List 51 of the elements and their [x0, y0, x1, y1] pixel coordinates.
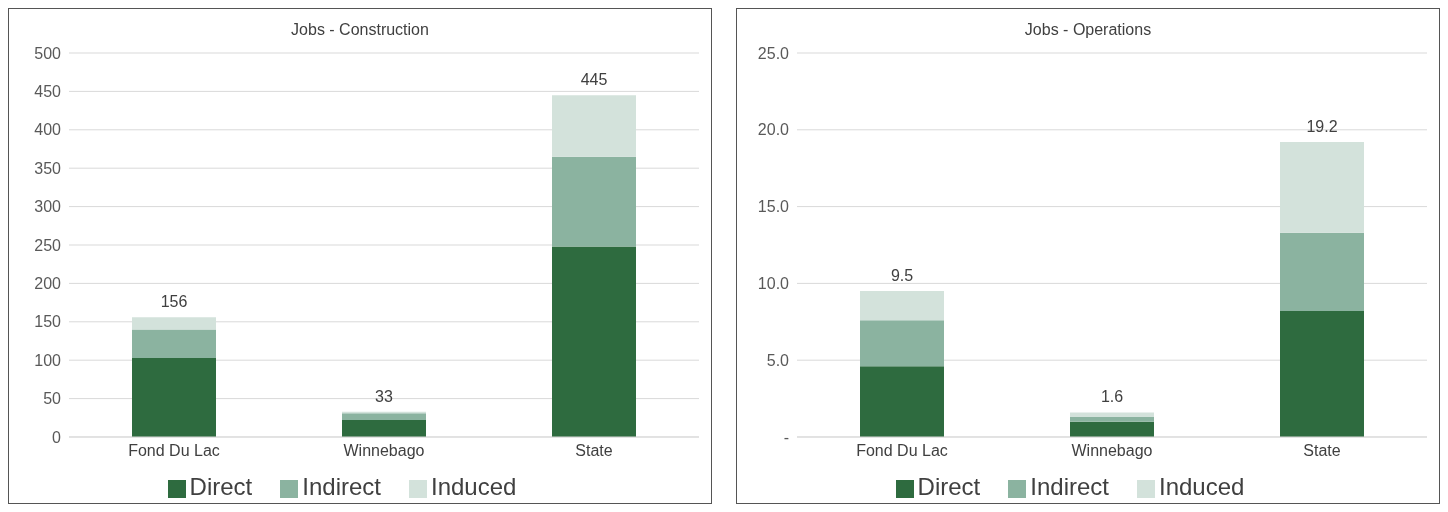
x-tick-label: Fond Du Lac — [856, 442, 948, 460]
bar — [1070, 417, 1154, 422]
bar — [1280, 232, 1364, 312]
y-tick-label: 450 — [34, 83, 62, 101]
bar — [1280, 311, 1364, 437]
y-tick-label: 100 — [34, 351, 62, 369]
x-tick-label: State — [1303, 442, 1341, 460]
total-label: 156 — [160, 293, 188, 311]
total-label: 1.6 — [1100, 388, 1124, 406]
y-tick-label: 25.0 — [757, 44, 790, 62]
bar — [860, 320, 944, 367]
y-tick-label: 150 — [34, 313, 62, 331]
bar — [342, 413, 426, 421]
bar — [1070, 421, 1154, 437]
bar — [132, 329, 216, 358]
legend-label: Induced — [1158, 473, 1245, 500]
y-tick-label: 400 — [34, 121, 62, 139]
x-tick-label: State — [575, 442, 613, 460]
chart-title: Jobs - Construction — [290, 20, 430, 40]
y-tick-label: 300 — [34, 198, 62, 216]
y-tick-label: 50 — [43, 390, 62, 408]
bar — [860, 291, 944, 321]
legend-label: Direct — [917, 473, 981, 500]
bar — [860, 366, 944, 437]
y-tick-label: 350 — [34, 159, 62, 177]
total-label: 19.2 — [1306, 118, 1338, 136]
total-label: 9.5 — [890, 267, 914, 285]
y-tick-label: 200 — [34, 275, 62, 293]
y-tick-label: 500 — [34, 44, 62, 62]
legend-label: Direct — [189, 473, 253, 500]
legend-label: Indirect — [302, 473, 381, 500]
bar — [132, 357, 216, 437]
x-tick-label: Fond Du Lac — [128, 442, 220, 460]
y-tick-label: 10.0 — [757, 275, 790, 293]
legend-label: Induced — [430, 473, 517, 500]
total-label: 33 — [375, 387, 393, 405]
legend-label: Indirect — [1030, 473, 1109, 500]
bar — [342, 420, 426, 437]
chart-title: Jobs - Operations — [1023, 20, 1153, 40]
y-tick-label: 5.0 — [766, 351, 790, 369]
x-tick-label: Winnebago — [343, 442, 425, 460]
y-tick-label: 20.0 — [757, 121, 790, 139]
total-label: 445 — [580, 71, 608, 89]
bar — [1070, 412, 1154, 418]
y-tick-label: - — [783, 428, 789, 446]
y-tick-label: 250 — [34, 236, 62, 254]
y-tick-label: 0 — [52, 428, 62, 446]
bar — [552, 246, 636, 437]
y-tick-label: 15.0 — [757, 198, 790, 216]
x-tick-label: Winnebago — [1071, 442, 1153, 460]
bar — [552, 156, 636, 247]
